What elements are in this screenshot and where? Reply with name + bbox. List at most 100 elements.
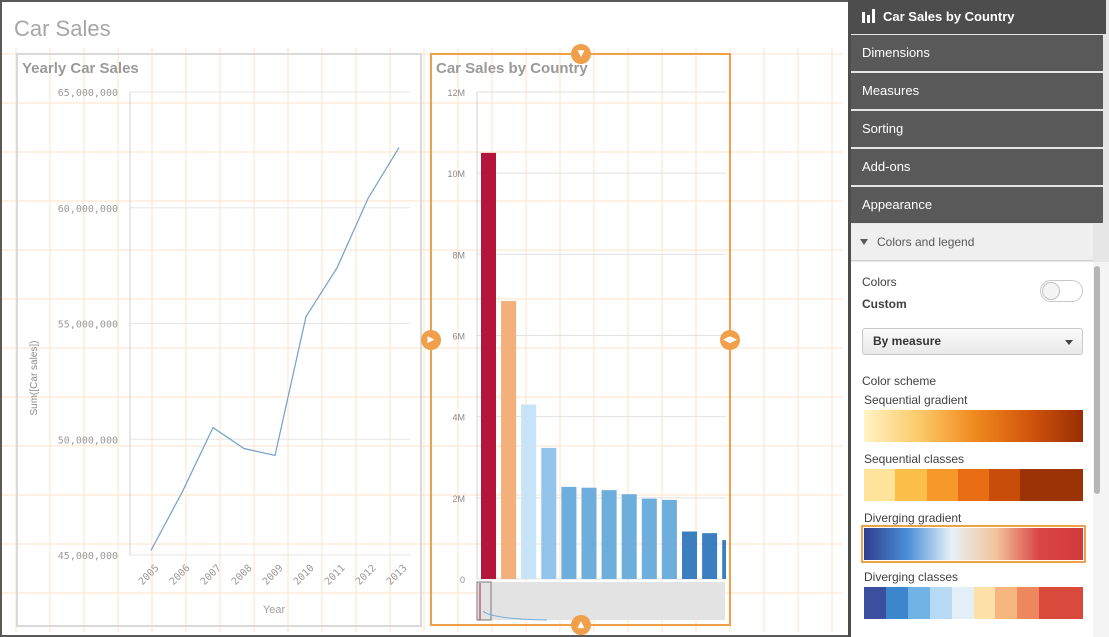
line-series-car-sales	[150, 147, 400, 551]
bar	[581, 487, 597, 579]
yearly-car-sales-object[interactable]: Yearly Car Sales Sum([Car sales]) Year 6…	[16, 53, 422, 627]
swatch-cell	[1020, 469, 1053, 501]
car-sales-by-country-object[interactable]: Car Sales by Country 12M 10M 8M 6M 4M 2M 0	[430, 53, 731, 626]
colors-and-legend-section[interactable]: Colors and legend	[851, 224, 1093, 261]
bar	[481, 152, 496, 579]
swatch-cell	[951, 587, 974, 619]
bar	[682, 531, 697, 579]
y-axis-label: Sum([Car sales])	[29, 340, 40, 415]
y-tick-label: 60,000,000	[58, 204, 118, 215]
bar-chart: 12M 10M 8M 6M 4M 2M 0	[447, 88, 726, 621]
x-axis-label: Year	[263, 604, 286, 616]
mini-chart-curve	[482, 610, 548, 621]
y-tick-label: 50,000,000	[58, 435, 118, 446]
bar	[601, 490, 617, 579]
nav-measures[interactable]: Measures	[851, 73, 1103, 109]
scheme-label-sequential-classes: Sequential classes	[864, 452, 965, 466]
country-chart-title: Car Sales by Country	[436, 60, 588, 77]
swatch-cell	[995, 587, 1018, 619]
sheet-title: Car Sales	[14, 16, 111, 41]
toggle-knob	[1042, 282, 1060, 300]
y-tick-label: 8M	[452, 250, 465, 260]
yearly-chart-title: Yearly Car Sales	[22, 60, 139, 77]
resize-handle-bottom[interactable]: ▲	[571, 615, 591, 635]
swatch-cell	[907, 587, 931, 619]
chevron-down-icon: ▼	[577, 49, 585, 59]
y-tick-label: 10M	[447, 169, 465, 179]
x-tick-label: 2010	[292, 563, 317, 588]
resize-handle-right[interactable]: ◀▶	[720, 330, 740, 350]
scrollbar-thumb[interactable]	[1094, 266, 1100, 494]
line-chart: Sum([Car sales]) Year 65,000,000 60,000,0…	[29, 88, 410, 616]
collapse-triangle-icon	[860, 239, 868, 245]
dropdown-value: By measure	[873, 334, 942, 348]
swatch-cell	[885, 587, 909, 619]
nav-sorting[interactable]: Sorting	[851, 111, 1103, 147]
nav-add-ons[interactable]: Add-ons	[851, 149, 1103, 185]
scheme-label-diverging-classes: Diverging classes	[864, 570, 959, 584]
resize-handle-top[interactable]: ▼	[571, 44, 591, 64]
y-tick-label: 4M	[452, 413, 465, 423]
sheet-area: Car Sales Yearly Car Sales Sum([Car sale…	[0, 0, 848, 637]
bar	[501, 301, 517, 579]
color-scheme-label: Color scheme	[862, 374, 937, 388]
color-mode-dropdown[interactable]: By measure	[862, 328, 1083, 355]
colors-label: Colors	[862, 275, 897, 289]
swatch-cell	[926, 469, 959, 501]
chevron-right-icon: ▶	[427, 335, 435, 345]
scheme-sequential-gradient[interactable]	[864, 410, 1083, 442]
y-tick-label: 65,000,000	[58, 88, 118, 99]
bar	[661, 499, 677, 579]
y-tick-label: 6M	[452, 332, 465, 342]
swatch-cell	[989, 469, 1021, 501]
scheme-label-diverging-gradient: Diverging gradient	[864, 511, 962, 525]
swatch-cell	[1061, 587, 1084, 619]
swatch-cell	[973, 587, 996, 619]
bar	[561, 486, 577, 579]
bar-chart-icon	[862, 9, 875, 23]
scheme-label-sequential-gradient: Sequential gradient	[864, 393, 968, 407]
x-tick-label: 2007	[199, 563, 224, 588]
bar	[641, 498, 657, 579]
chevron-up-icon: ▲	[577, 620, 585, 630]
horizontal-resize-icon: ◀▶	[723, 335, 737, 345]
x-tick-label: 2006	[168, 563, 193, 588]
x-tick-label: 2012	[354, 563, 379, 588]
custom-colors-toggle[interactable]	[1040, 280, 1083, 302]
custom-label: Custom	[862, 297, 907, 311]
swatch-cell	[864, 587, 887, 619]
y-tick-label: 12M	[447, 88, 465, 98]
nav-dimensions[interactable]: Dimensions	[851, 35, 1103, 71]
y-tick-label: 55,000,000	[58, 320, 118, 331]
y-tick-label: 2M	[452, 494, 465, 504]
scheme-diverging-classes[interactable]	[864, 587, 1084, 619]
swatch-cell	[1051, 469, 1084, 501]
dropdown-caret-icon	[1065, 340, 1073, 345]
swatch-cell	[929, 587, 953, 619]
x-tick-label: 2005	[137, 563, 162, 588]
scheme-sequential-classes[interactable]	[864, 469, 1084, 501]
panel-body	[851, 262, 1093, 637]
bar	[702, 533, 718, 579]
swatch-cell	[895, 469, 928, 501]
swatch-cell	[864, 469, 896, 501]
swatch-cell	[1017, 587, 1040, 619]
y-tick-label: 45,000,000	[58, 551, 118, 562]
mini-chart-scrollbar	[477, 582, 725, 620]
y-tick-label: 0	[460, 575, 465, 585]
bar	[521, 404, 537, 579]
bar	[722, 540, 726, 579]
nav-appearance[interactable]: Appearance	[851, 187, 1103, 223]
scheme-diverging-gradient[interactable]	[861, 525, 1086, 563]
resize-handle-left[interactable]: ▶	[421, 330, 441, 350]
bar	[541, 447, 557, 579]
x-tick-label: 2009	[261, 563, 286, 588]
swatch-cell	[957, 469, 990, 501]
x-tick-label: 2011	[323, 563, 348, 588]
panel-header-title: Car Sales by Country	[883, 9, 1015, 24]
mini-chart-thumb	[476, 581, 492, 621]
section-label: Colors and legend	[877, 235, 975, 249]
x-tick-label: 2013	[385, 563, 410, 588]
swatch-cell	[1039, 587, 1062, 619]
